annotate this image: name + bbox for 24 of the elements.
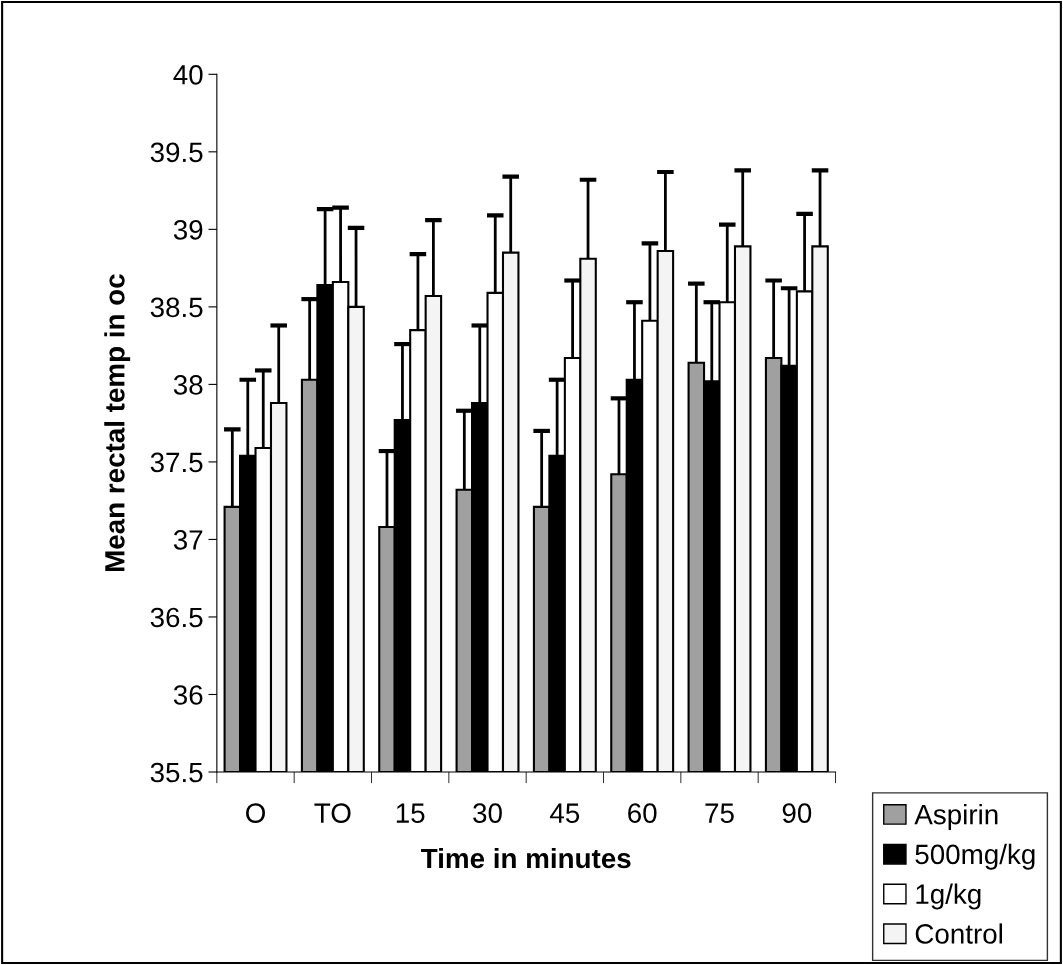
x-tick-label: O: [246, 803, 265, 823]
legend-label: Control: [915, 923, 1002, 944]
y-axis-title: Mean rectal temp in oc: [104, 274, 131, 572]
y-tick-label: 36.5: [150, 607, 203, 628]
x-tick-label: 15: [396, 803, 425, 823]
y-tick-label: 40: [173, 64, 203, 85]
y-tick-label: 39: [173, 220, 203, 240]
legend-label: 1g/kg: [916, 883, 981, 910]
x-tick-label: 45: [550, 803, 580, 823]
y-tick-label: 39.5: [150, 142, 203, 163]
y-tick-label: 36: [173, 685, 203, 705]
x-tick-label: 30: [473, 803, 502, 823]
y-tick-label: 37.5: [150, 452, 203, 473]
x-tick-label: 60: [628, 803, 657, 823]
y-tick-label: 35.5: [150, 762, 203, 783]
x-tick-label: 90: [782, 803, 812, 823]
y-tick-label: 38.5: [150, 297, 203, 318]
x-axis-title: Time in minutes: [421, 847, 631, 869]
legend-label: 500mg/kg: [915, 843, 1035, 870]
x-tick-label: 75: [705, 803, 734, 823]
legend-label: Aspirin: [914, 804, 998, 830]
y-tick-label: 38: [173, 375, 203, 395]
y-tick-label: 37: [173, 530, 203, 550]
x-tick-label: TO: [314, 803, 351, 823]
